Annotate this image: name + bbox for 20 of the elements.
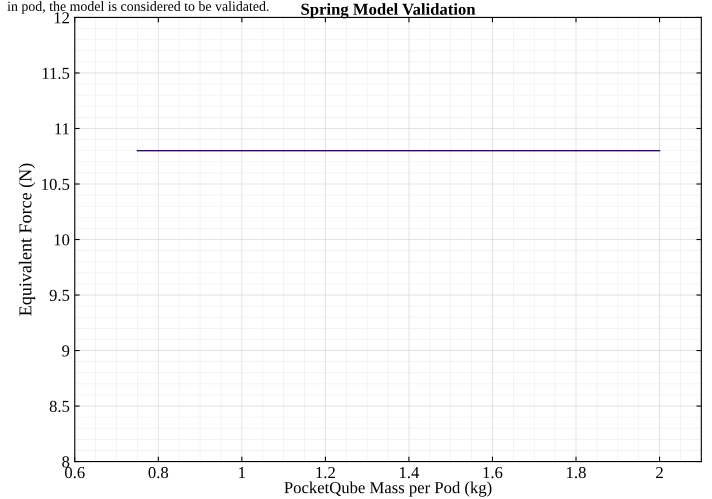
- x-tick-label: 1.6: [484, 466, 502, 478]
- x-tick-label: 1: [239, 467, 246, 478]
- y-tick-label: 10.5: [42, 178, 70, 190]
- x-tick-label: 1.2: [316, 466, 335, 478]
- y-axis-title: Equivalent Force (N): [18, 164, 36, 316]
- y-tick-label: 9.5: [50, 290, 70, 302]
- y-tick-label: 11.5: [42, 68, 70, 79]
- y-tick-label: 8: [62, 456, 70, 468]
- chart-title: Spring Model Validation: [301, 3, 476, 18]
- y-tick-label: 9: [62, 345, 70, 356]
- x-tick-label: 0.8: [148, 466, 168, 478]
- x-tick-label: 0.6: [64, 466, 85, 478]
- x-axis-title: PocketQube Mass per Pod (kg): [284, 482, 492, 497]
- y-tick-label: 11: [55, 123, 69, 134]
- y-tick-label: 10: [54, 234, 70, 246]
- y-tick-label: 8.5: [50, 400, 70, 412]
- y-tick-label: 12: [54, 12, 69, 24]
- x-tick-label: 2: [656, 466, 663, 478]
- x-tick-label: 1.8: [567, 466, 586, 478]
- x-tick-label: 1.4: [400, 467, 420, 478]
